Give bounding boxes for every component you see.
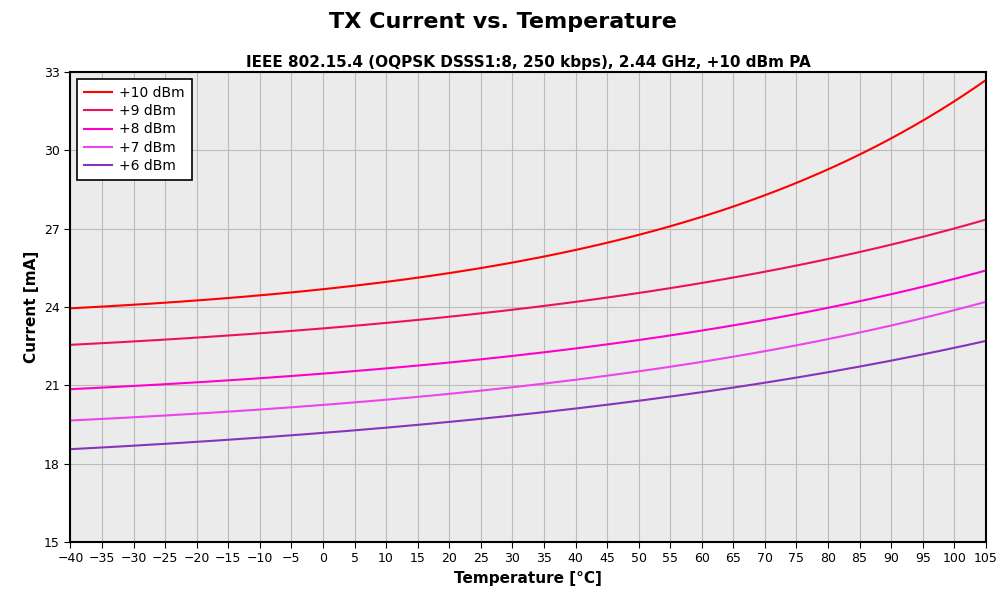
+9 dBm [468, 311, 480, 318]
+8 dBm [435, 360, 447, 367]
+7 dBm [779, 344, 791, 351]
+7 dBm [693, 359, 705, 366]
+10 dBm [435, 271, 447, 278]
+8 dBm [158, 380, 170, 388]
Line: +10 dBm: +10 dBm [70, 80, 986, 308]
+9 dBm [980, 216, 992, 223]
+9 dBm [795, 261, 807, 268]
+7 dBm [158, 412, 170, 419]
+8 dBm [64, 385, 76, 393]
+10 dBm [779, 184, 791, 191]
+9 dBm [158, 336, 170, 343]
+6 dBm [64, 445, 76, 453]
+6 dBm [435, 419, 447, 426]
+9 dBm [779, 264, 791, 272]
Line: +6 dBm: +6 dBm [70, 341, 986, 449]
+8 dBm [693, 327, 705, 335]
Line: +8 dBm: +8 dBm [70, 270, 986, 389]
+6 dBm [468, 416, 480, 423]
+6 dBm [693, 389, 705, 396]
+7 dBm [435, 391, 447, 399]
+10 dBm [980, 76, 992, 84]
+7 dBm [64, 417, 76, 424]
+10 dBm [693, 214, 705, 222]
+10 dBm [158, 299, 170, 306]
+6 dBm [779, 376, 791, 383]
+9 dBm [64, 341, 76, 349]
Title: IEEE 802.15.4 (OQPSK DSSS1:8, 250 kbps), 2.44 GHz, +10 dBm PA: IEEE 802.15.4 (OQPSK DSSS1:8, 250 kbps),… [245, 55, 811, 70]
+6 dBm [158, 440, 170, 447]
+10 dBm [64, 305, 76, 312]
Legend: +10 dBm, +9 dBm, +8 dBm, +7 dBm, +6 dBm: +10 dBm, +9 dBm, +8 dBm, +7 dBm, +6 dBm [77, 79, 191, 180]
+8 dBm [779, 312, 791, 320]
+8 dBm [980, 267, 992, 274]
+8 dBm [468, 356, 480, 364]
+10 dBm [795, 178, 807, 185]
+7 dBm [980, 298, 992, 305]
+6 dBm [795, 373, 807, 380]
+9 dBm [693, 280, 705, 287]
Text: TX Current vs. Temperature: TX Current vs. Temperature [329, 12, 677, 32]
+8 dBm [795, 309, 807, 317]
+7 dBm [795, 341, 807, 348]
Line: +7 dBm: +7 dBm [70, 302, 986, 420]
Y-axis label: Current [mA]: Current [mA] [23, 251, 38, 363]
+10 dBm [468, 265, 480, 273]
Line: +9 dBm: +9 dBm [70, 220, 986, 345]
X-axis label: Temperature [°C]: Temperature [°C] [455, 571, 602, 586]
+6 dBm [980, 337, 992, 344]
+7 dBm [468, 388, 480, 395]
+9 dBm [435, 314, 447, 321]
